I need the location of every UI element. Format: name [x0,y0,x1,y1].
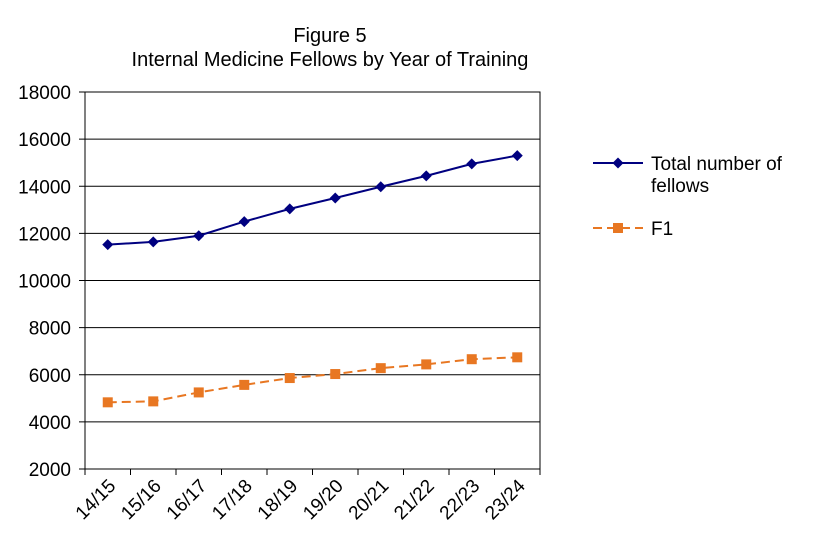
legend-marker [612,157,624,169]
legend-marker [613,223,623,233]
data-point [329,192,341,204]
y-tick-label: 14000 [18,177,71,198]
data-point [375,363,386,374]
data-point [148,396,159,407]
x-tick-label: 19/20 [299,476,347,524]
x-tick-label: 23/24 [481,475,530,524]
data-point [375,181,387,193]
x-tick-label: 20/21 [345,476,393,524]
y-tick-label: 2000 [29,460,71,481]
data-point [147,236,159,248]
data-point [284,373,295,384]
data-point [512,352,523,363]
data-point [466,158,478,170]
data-point [239,379,250,390]
y-tick-label: 6000 [29,366,71,387]
data-point [102,397,113,408]
chart-title: Figure 5 [293,25,366,47]
y-tick-label: 12000 [18,224,71,245]
series-line-f1 [107,356,518,404]
x-tick-label: 17/18 [208,476,256,524]
data-point [511,150,523,162]
data-point [421,359,432,370]
x-tick-label: 15/16 [117,476,165,524]
data-point [193,230,205,242]
x-tick-label: 21/22 [390,476,438,524]
y-tick-label: 4000 [29,413,71,434]
data-point [420,170,432,182]
data-point [238,216,250,228]
y-tick-label: 16000 [18,130,71,151]
series-line-total [107,154,518,246]
legend-label: fellows [651,176,709,197]
data-point [466,354,477,365]
x-tick-label: 22/23 [436,476,484,524]
legend-label: F1 [651,219,673,240]
data-point [284,203,296,215]
x-tick-label: 18/19 [254,476,302,524]
legend-label: Total number of [651,154,783,175]
data-point [330,369,341,380]
y-tick-label: 10000 [18,272,71,293]
y-tick-label: 18000 [18,83,71,104]
data-point [193,387,204,398]
chart-subtitle: Internal Medicine Fellows by Year of Tra… [132,49,529,71]
x-tick-label: 14/15 [72,476,120,524]
y-tick-label: 8000 [29,319,71,340]
x-tick-label: 16/17 [163,476,211,524]
data-point [102,239,114,251]
